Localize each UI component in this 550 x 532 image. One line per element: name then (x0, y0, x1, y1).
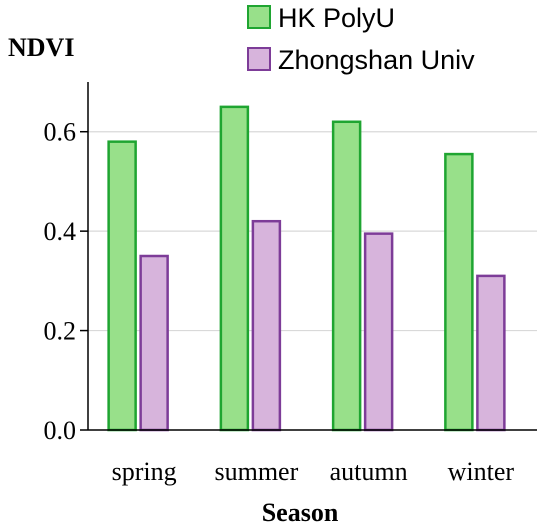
x-tick-label-winter: winter (448, 457, 515, 486)
bar-zhongshan-univ-spring (139, 254, 169, 432)
legend: HK PolyU Zhongshan Univ (247, 3, 475, 75)
y-tick-label: 0.6 (44, 118, 77, 147)
bar-hk-polyu-autumn (331, 120, 362, 432)
legend-label-hk-polyu: HK PolyU (278, 3, 395, 33)
x-tick-label-autumn: autumn (330, 457, 408, 486)
bars (107, 105, 506, 432)
y-tick-label: 0.0 (44, 416, 77, 445)
legend-swatch-hk-polyu (247, 5, 271, 29)
x-axis-label: Season (262, 498, 339, 527)
bar-zhongshan-univ-autumn (363, 232, 394, 432)
y-ticks: 0.0 0.2 0.4 0.6 (44, 118, 88, 445)
x-category-labels: spring summer autumn winter (112, 457, 515, 486)
bar-hk-polyu-winter (444, 152, 474, 432)
bar-zhongshan-univ-summer (251, 219, 282, 432)
y-axis-label: NDVI (8, 33, 74, 62)
bar-hk-polyu-spring (107, 140, 137, 432)
y-tick-label: 0.2 (44, 317, 77, 346)
x-tick-label-spring: spring (112, 457, 177, 486)
legend-label-zhongshan-univ: Zhongshan Univ (278, 45, 475, 75)
legend-swatch-zhongshan-univ (247, 47, 271, 71)
bar-hk-polyu-summer (219, 105, 250, 432)
x-tick-label-summer: summer (214, 457, 298, 486)
y-tick-label: 0.4 (44, 217, 77, 246)
bar-zhongshan-univ-winter (476, 274, 506, 432)
